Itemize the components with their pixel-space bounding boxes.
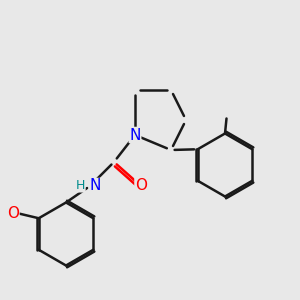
- Text: O: O: [7, 206, 19, 221]
- Text: H: H: [76, 179, 85, 192]
- Text: O: O: [135, 178, 147, 194]
- Text: N: N: [129, 128, 141, 142]
- Text: N: N: [90, 178, 101, 194]
